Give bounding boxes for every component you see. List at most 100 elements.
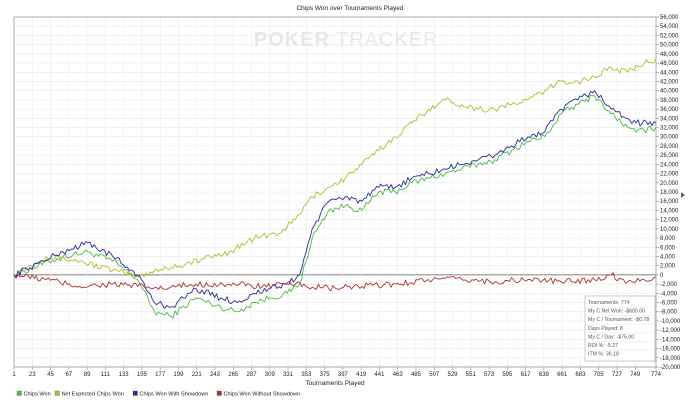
x-tick-label: 749 [630,372,641,378]
legend-label[interactable]: Chips Won With Showdown [140,392,209,398]
x-tick-label: 89 [84,372,91,378]
legend-label[interactable]: Chips Won [24,392,51,398]
legend-swatch[interactable] [16,390,22,396]
x-tick-label: 287 [247,372,258,378]
y-tick-label: 16,000 [660,199,679,205]
y-tick-label: 38,000 [660,98,679,104]
x-tick-label: 177 [155,372,166,378]
y-tick-label: 24,000 [660,162,679,168]
stats-line: My C Net Won: -$600.00 [588,309,645,315]
y-tick-label: 20,000 [660,181,679,187]
x-tick-label: 133 [119,372,130,378]
series-line-net-expected-chips-won [13,58,657,279]
y-tick-label: 40,000 [660,89,679,95]
y-tick-label: -2,000 [660,282,678,288]
y-tick-label: 46,000 [660,61,679,67]
y-tick-label: -16,000 [660,347,681,353]
series-line-chips-won-with-showdown [13,90,657,309]
y-tick-label: 42,000 [660,79,679,85]
x-tick-label: 705 [594,372,605,378]
series-line-chips-won-without-showdown [13,272,657,292]
legend-swatch[interactable] [216,390,222,396]
x-tick-label: 199 [173,372,184,378]
watermark-tracker: TRACKER [336,29,439,51]
chart-title: Chips Won over Tournaments Played [296,5,403,12]
x-tick-label: 243 [210,372,221,378]
x-tick-label: 221 [192,372,203,378]
y-tick-label: 26,000 [660,153,679,159]
x-tick-label: 67 [65,372,72,378]
y-tick-label: -20,000 [660,365,681,371]
x-tick-label: 617 [521,372,532,378]
x-tick-label: 419 [356,372,367,378]
y-tick-label: -18,000 [660,356,681,362]
y-tick-label: -6,000 [660,301,678,307]
y-tick-label: 56,000 [660,15,679,21]
legend-swatch[interactable] [54,390,60,396]
watermark-poker: POKER [254,29,330,51]
x-tick-label: 507 [429,372,440,378]
x-tick-label: 774 [651,372,662,378]
grid [13,16,657,368]
series-group [13,58,657,319]
x-tick-label: 375 [320,372,331,378]
stats-line: ROI %: -5.27 [588,343,618,349]
series-line-chips-won [13,94,657,319]
y-tick-label: 32,000 [660,126,679,132]
stats-line: ITM %: 36.18 [588,352,619,358]
y-tick-label: 18,000 [660,190,679,196]
y-tick-label: 10,000 [660,227,679,233]
y-tick-label: 4,000 [660,254,676,260]
x-axis: 1 23 45 67 89 111 133 155 177 199 221 243 265 287 309 3… [12,367,662,378]
x-tick-label: 397 [338,372,349,378]
x-tick-label: 595 [502,372,513,378]
x-tick-label: 727 [612,372,623,378]
x-tick-label: 529 [448,372,459,378]
stats-line: Days Played: 8 [588,326,623,332]
y-axis: -20,000 -18,000 -16,000 -14,000 -12,000 -10,0… [656,15,681,371]
y-tick-label: -14,000 [660,337,681,343]
y-tick-label: 28,000 [660,144,679,150]
y-tick-label: 12,000 [660,218,679,224]
y-tick-label: 34,000 [660,116,679,122]
x-tick-label: 639 [539,372,550,378]
y-tick-label: -4,000 [660,291,678,297]
y-tick-label: 44,000 [660,70,679,76]
x-tick-label: 45 [47,372,54,378]
scroll-right-arrow-icon[interactable] [681,192,685,198]
x-tick-label: 551 [466,372,477,378]
y-tick-label: 52,000 [660,33,679,39]
y-tick-label: 48,000 [660,52,679,58]
x-tick-label: 331 [283,372,294,378]
legend-label[interactable]: Net Expected Chips Won [62,392,124,398]
x-tick-label: 683 [575,372,586,378]
y-tick-label: 30,000 [660,135,679,141]
x-tick-label: 573 [484,372,495,378]
y-tick-label: 14,000 [660,208,679,214]
y-tick-label: 36,000 [660,107,679,113]
legend-label[interactable]: Chips Won Without Showdown [224,392,301,398]
stats-line: My C / Day: -$75.00 [588,334,634,340]
y-tick-label: -10,000 [660,319,681,325]
x-tick-label: 661 [557,372,568,378]
x-tick-label: 309 [265,372,276,378]
x-tick-label: 111 [101,372,111,378]
y-tick-label: 54,000 [660,24,679,30]
x-tick-label: 485 [411,372,422,378]
legend-swatch[interactable] [132,390,138,396]
stats-box: Tournaments: 774 My C Net Won: -$600.00 My… [584,295,656,362]
x-tick-label: 353 [301,372,312,378]
x-tick-label: 23 [29,372,36,378]
y-tick-label: 50,000 [660,43,679,49]
y-tick-label: 0 [660,273,664,279]
stats-line: My C / Tournament: -$0.78 [588,317,649,323]
stats-line: Tournaments: 774 [588,300,630,306]
y-tick-label: 6,000 [660,245,676,251]
x-axis-label: Tournaments Played [305,380,365,387]
y-tick-label: 8,000 [660,236,676,242]
x-tick-label: 1 [12,372,16,378]
y-tick-label: -8,000 [660,310,678,316]
legend: Chips Won Net Expected Chips Won Chips Won… [16,390,301,398]
